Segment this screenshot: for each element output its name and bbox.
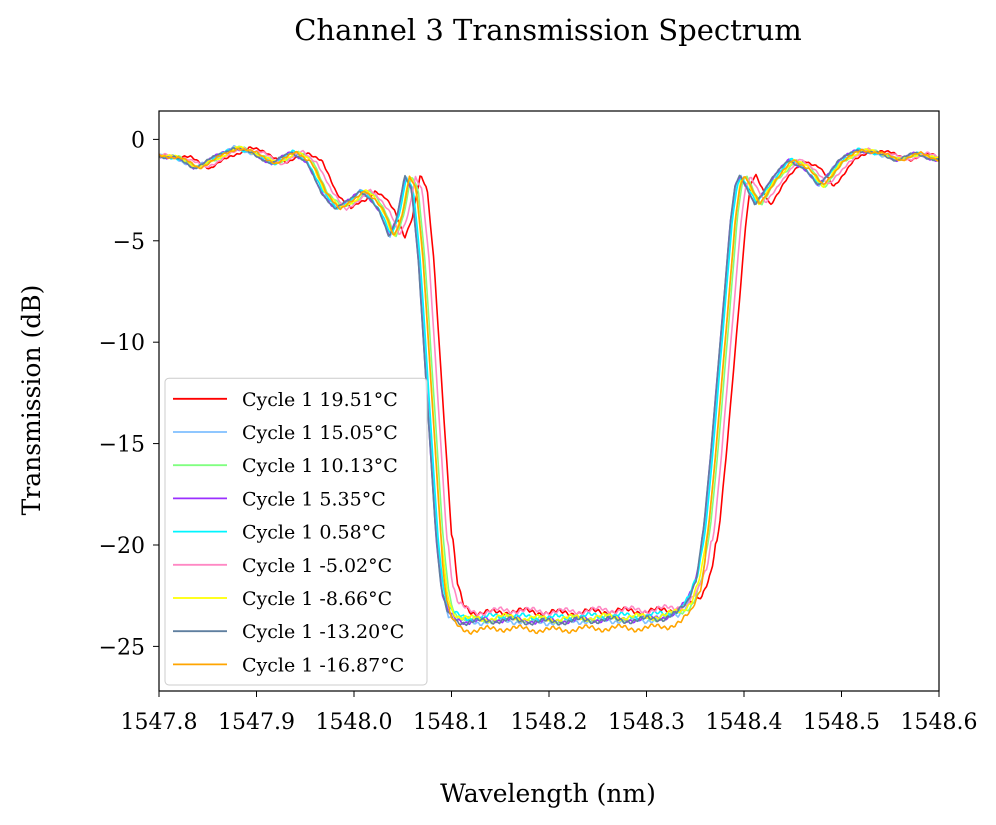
legend-box — [164, 377, 428, 686]
y-tick-label: −5 — [113, 230, 145, 255]
legend: Cycle 1 19.51°C Cycle 1 15.05°C Cycle 1 10… — [164, 377, 428, 686]
series-line — [159, 147, 939, 617]
x-tick-label: 1548.1 — [413, 710, 490, 735]
x-axis-label: Wavelength (nm) — [440, 779, 656, 808]
series-line — [159, 147, 939, 635]
y-axis: 0 −5 −10 −15 −20 −25 — [99, 128, 159, 660]
chart-title: Channel 3 Transmission Spectrum — [294, 13, 802, 47]
legend-entry: Cycle 1 -5.02°C — [242, 555, 392, 577]
legend-entry: Cycle 1 -8.66°C — [242, 588, 392, 610]
x-tick-label: 1548.4 — [706, 710, 783, 735]
y-tick-label: −25 — [99, 635, 145, 660]
y-tick-label: −15 — [99, 433, 145, 458]
x-tick-label: 1547.8 — [121, 710, 198, 735]
series-layer — [159, 144, 939, 635]
y-tick-label: 0 — [131, 128, 145, 153]
x-tick-label: 1548.2 — [511, 710, 588, 735]
y-tick-label: −20 — [99, 534, 145, 559]
legend-entry: Cycle 1 19.51°C — [242, 389, 398, 411]
legend-entry: Cycle 1 -13.20°C — [242, 621, 404, 643]
legend-entry: Cycle 1 15.05°C — [242, 422, 398, 444]
legend-entry: Cycle 1 0.58°C — [242, 522, 386, 544]
y-tick-label: −10 — [99, 331, 145, 356]
x-tick-label: 1548.5 — [803, 710, 880, 735]
y-axis-label: Transmission (dB) — [17, 285, 46, 516]
legend-entry: Cycle 1 5.35°C — [242, 488, 386, 510]
legend-entry: Cycle 1 -16.87°C — [242, 654, 404, 676]
x-tick-label: 1548.0 — [316, 710, 393, 735]
legend-entry: Cycle 1 10.13°C — [242, 455, 398, 477]
x-tick-label: 1548.3 — [608, 710, 685, 735]
x-tick-label: 1547.9 — [218, 710, 295, 735]
x-tick-label: 1548.6 — [901, 710, 978, 735]
plot-area: 1547.8 1547.9 1548.0 1548.1 1548.2 1548.3 1548… — [99, 110, 978, 735]
x-axis: 1547.8 1547.9 1548.0 1548.1 1548.2 1548.3 1548… — [121, 691, 978, 735]
